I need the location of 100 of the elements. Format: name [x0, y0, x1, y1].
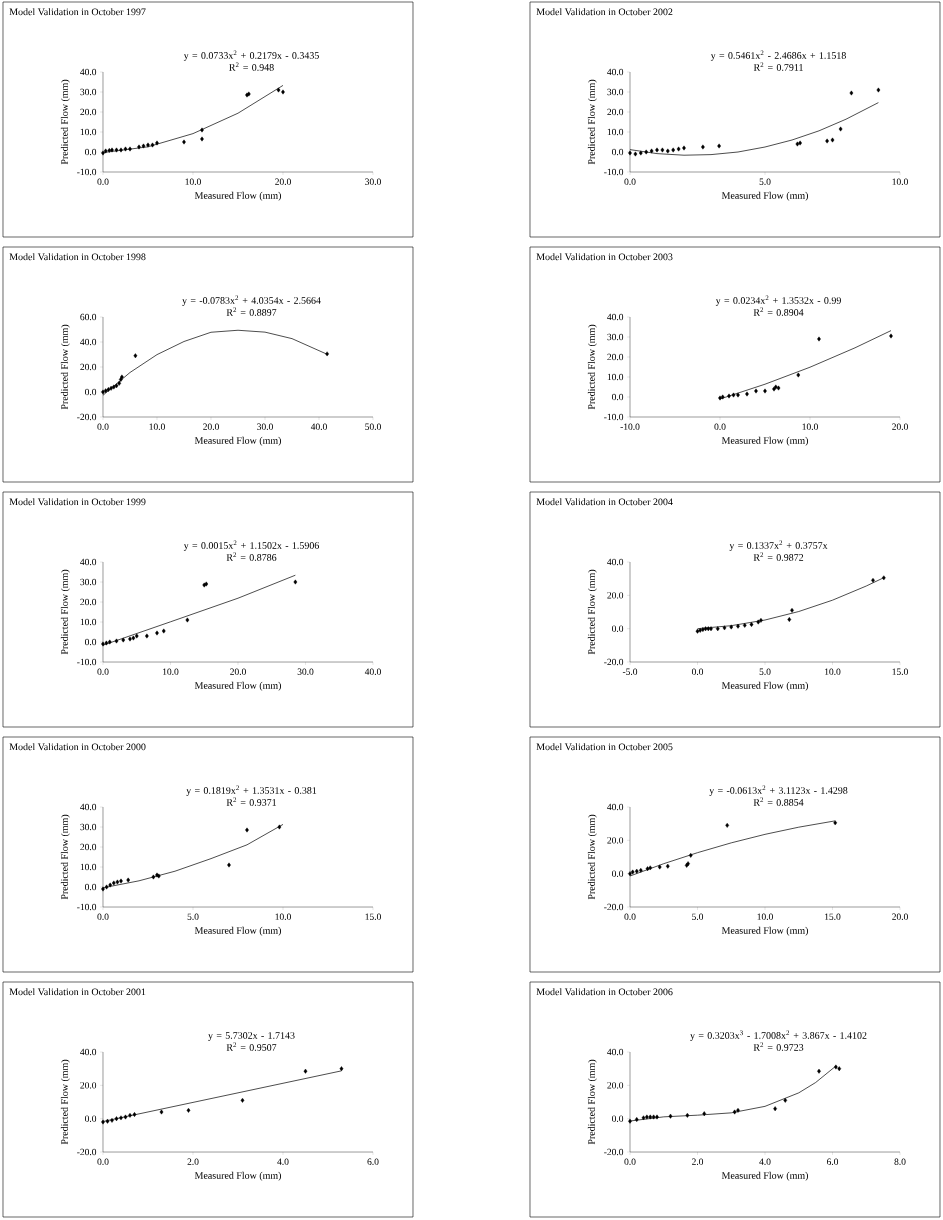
point [303, 1068, 308, 1074]
point [120, 374, 124, 380]
point [701, 144, 705, 150]
x-tick-label: 0.0 [97, 668, 109, 675]
point [795, 141, 800, 147]
point [134, 633, 139, 639]
text: y = 0.3203x$^{3}$ - 1.7008x$^{2}$ + 3.867x - 1.4102 [690, 1030, 867, 1041]
y-tick-label: 0.0 [612, 1115, 624, 1122]
y-tick-label: -10.0 [77, 658, 97, 666]
x-axis-title: Measured Flow (mm) [721, 681, 808, 691]
point [722, 625, 727, 631]
y-axis-title: Predicted Flow (mm) [587, 569, 597, 655]
point [145, 633, 149, 639]
point [671, 147, 676, 153]
point [137, 144, 141, 150]
point [648, 865, 653, 871]
point [109, 385, 113, 391]
text: y = 0.1337x$^{2}$ + 0.3757x [729, 540, 828, 551]
point [107, 639, 112, 645]
point [718, 395, 722, 401]
y-tick-label: 40.0 [80, 1048, 97, 1056]
x-tick-label: 0.0 [97, 423, 109, 430]
point [240, 1097, 245, 1103]
point [628, 150, 632, 156]
point [111, 880, 116, 886]
x-tick-label: 10.0 [825, 668, 841, 675]
point [736, 623, 740, 629]
y-tick-label: 0.0 [85, 148, 97, 156]
point [151, 874, 156, 880]
text: R$^{2}$ = 0.8897 [226, 307, 277, 316]
x-tick-label: 4.0 [277, 1158, 289, 1165]
point [121, 637, 126, 643]
point [682, 145, 686, 151]
point [649, 148, 654, 154]
point [881, 575, 886, 581]
point [749, 622, 754, 627]
point [630, 869, 635, 875]
point [889, 333, 893, 339]
point [281, 89, 285, 95]
x-tick-label: 15.0 [892, 668, 908, 675]
x-tick-label: 30.0 [365, 178, 381, 185]
point [645, 1114, 649, 1120]
y-tick-label: 0.0 [85, 1115, 97, 1122]
point [638, 150, 643, 156]
point [838, 126, 843, 132]
x-axis-title: Measured Flow (mm) [721, 1171, 808, 1181]
x-axis-title: Measured Flow (mm) [721, 926, 808, 936]
point [817, 336, 821, 342]
x-tick-label: 0.0 [714, 423, 726, 430]
point [727, 393, 731, 399]
point [119, 147, 123, 153]
y-tick-label: -10.0 [77, 903, 97, 911]
y-tick-label: 20.0 [607, 592, 624, 599]
y-tick-label: 10.0 [80, 618, 97, 626]
point [141, 143, 146, 149]
text: y = 0.0733x$^{2}$ + 0.2179x - 0.3435 [183, 50, 319, 61]
point [150, 142, 155, 148]
point [119, 878, 123, 884]
point [114, 638, 119, 644]
x-tick-label: 0.0 [624, 913, 636, 920]
chart-title: Model Validation in October 2005 [536, 743, 673, 751]
y-tick-label: 0.0 [85, 883, 97, 891]
x-tick-label: 2.0 [692, 1158, 704, 1165]
point [698, 627, 703, 633]
y-tick-label: 20.0 [80, 843, 97, 851]
chart-title: Model Validation in October 2006 [536, 988, 673, 996]
y-tick-label: 20.0 [607, 108, 624, 116]
point [186, 1107, 191, 1113]
point [706, 626, 711, 632]
point [837, 1066, 842, 1072]
point [756, 619, 761, 625]
text: y = 5.7302x - 1.7143 [208, 1032, 295, 1041]
point [657, 864, 662, 870]
x-tick-label: 10.0 [185, 178, 201, 185]
chart-title: Model Validation in October 2002 [536, 8, 673, 16]
y-tick-label: 40.0 [80, 558, 97, 566]
point [133, 353, 138, 359]
point [871, 577, 875, 583]
x-tick-label: 0.0 [97, 913, 109, 920]
y-tick-label: -20.0 [604, 1148, 624, 1156]
text: y = -0.0783x$^{2}$ + 4.0354x - 2.5664 [182, 295, 321, 306]
point [732, 1109, 737, 1115]
x-tick-label: 30.0 [257, 423, 273, 430]
y-tick-label: 30.0 [607, 88, 624, 96]
text: R$^{2}$ = 0.9723 [753, 1042, 804, 1051]
point [688, 852, 693, 858]
y-tick-label: 10.0 [80, 863, 97, 871]
y-tick-label: 40.0 [80, 803, 97, 811]
y-tick-label: 10.0 [80, 128, 97, 136]
y-tick-label: 40.0 [80, 68, 97, 76]
point [790, 607, 794, 613]
y-tick-label: 10.0 [607, 128, 624, 136]
point [155, 630, 159, 636]
y-axis-title: Predicted Flow (mm) [587, 814, 597, 900]
point [715, 626, 720, 632]
point [759, 617, 763, 623]
text: R$^{2}$ = 0.9507 [226, 1042, 277, 1051]
y-tick-label: 30.0 [607, 333, 624, 341]
point [633, 151, 638, 157]
y-axis-title: Predicted Flow (mm) [60, 79, 70, 165]
